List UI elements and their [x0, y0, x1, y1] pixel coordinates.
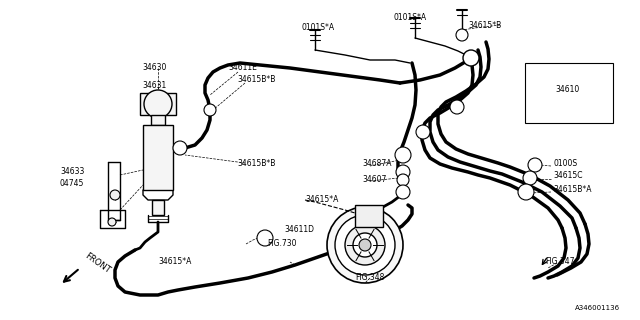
- Text: 34611E: 34611E: [228, 63, 257, 73]
- Bar: [355, 205, 383, 227]
- Circle shape: [463, 50, 479, 66]
- Text: FIG.348: FIG.348: [355, 274, 385, 283]
- Text: 34611D: 34611D: [284, 226, 314, 235]
- Circle shape: [353, 233, 377, 257]
- Circle shape: [144, 90, 172, 118]
- Circle shape: [450, 100, 464, 114]
- Circle shape: [345, 225, 385, 265]
- Text: FRONT: FRONT: [83, 251, 112, 275]
- Text: A346001136: A346001136: [575, 305, 620, 311]
- Text: 34631: 34631: [143, 82, 167, 91]
- Text: 34615B*B: 34615B*B: [237, 158, 275, 167]
- Text: 0101S*A: 0101S*A: [302, 23, 335, 33]
- Text: 34687A: 34687A: [362, 159, 392, 169]
- Circle shape: [518, 184, 534, 200]
- Text: FIG.730: FIG.730: [267, 239, 296, 249]
- Circle shape: [327, 207, 403, 283]
- Circle shape: [110, 190, 120, 200]
- Text: 34610: 34610: [555, 85, 579, 94]
- Circle shape: [416, 125, 430, 139]
- Text: 34615B*A: 34615B*A: [553, 185, 591, 194]
- Text: 34615*A: 34615*A: [305, 196, 339, 204]
- Bar: [151, 115, 165, 125]
- Text: 0101S*A: 0101S*A: [393, 13, 426, 22]
- Circle shape: [397, 174, 409, 186]
- Text: 34607: 34607: [362, 174, 387, 183]
- Text: 34633: 34633: [60, 167, 84, 177]
- Circle shape: [359, 239, 371, 251]
- Text: 0100S: 0100S: [553, 158, 577, 167]
- Circle shape: [108, 218, 116, 226]
- Bar: [140, 93, 176, 115]
- Text: 34630: 34630: [143, 63, 167, 73]
- Text: 04745: 04745: [60, 179, 84, 188]
- Circle shape: [528, 158, 542, 172]
- Text: 34615C: 34615C: [553, 172, 582, 180]
- Circle shape: [257, 230, 273, 246]
- Circle shape: [456, 29, 468, 41]
- Text: 34615*A: 34615*A: [158, 258, 192, 267]
- Text: 34615*B: 34615*B: [468, 20, 501, 29]
- Bar: [525, 63, 613, 123]
- Text: 34615B*B: 34615B*B: [237, 76, 275, 84]
- Circle shape: [523, 171, 537, 185]
- Circle shape: [173, 141, 187, 155]
- Bar: [143, 125, 173, 190]
- Circle shape: [396, 165, 410, 179]
- Bar: [152, 200, 164, 215]
- Text: FIG.347: FIG.347: [545, 257, 575, 266]
- Circle shape: [204, 104, 216, 116]
- Circle shape: [335, 215, 395, 275]
- Circle shape: [396, 185, 410, 199]
- Circle shape: [395, 147, 411, 163]
